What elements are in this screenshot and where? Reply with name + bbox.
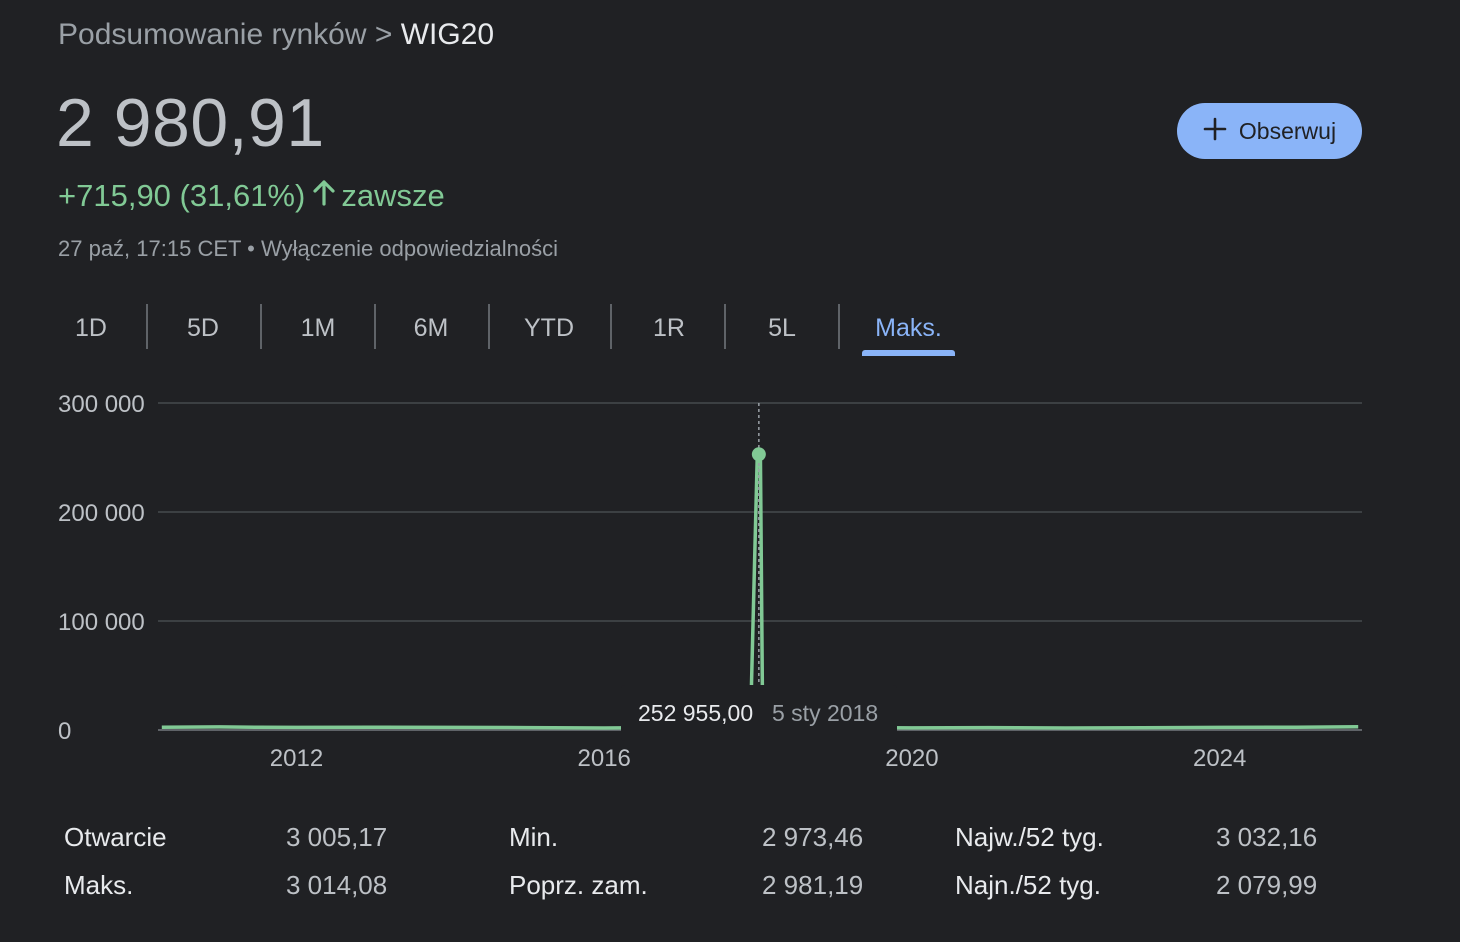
tab-1d[interactable]: 1D (58, 300, 124, 356)
stat-label-low: Min. (509, 822, 559, 852)
tab-divider (724, 304, 726, 349)
tooltip-date: 5 sty 2018 (772, 700, 878, 726)
stat-value-52w-high: 3 032,16 (1216, 822, 1318, 852)
stat-value-prev-close: 2 981,19 (762, 870, 864, 900)
tab-label: 1R (653, 313, 685, 342)
tooltip-box (621, 685, 897, 741)
breadcrumb-separator: > (374, 18, 393, 51)
tab-label: Maks. (875, 313, 942, 342)
stat-label-prev-close: Poprz. zam. (509, 870, 648, 900)
tab-5d[interactable]: 5D (170, 300, 236, 356)
stat-label-52w-high: Najw./52 tyg. (955, 822, 1104, 852)
plus-icon (1203, 113, 1227, 147)
x-tick-label: 2016 (578, 745, 631, 772)
follow-button-label: Obserwuj (1238, 117, 1337, 144)
y-tick-label: 100 000 (58, 609, 145, 636)
x-tick-label: 2020 (885, 745, 938, 772)
tab-max[interactable]: Maks. (862, 300, 955, 356)
stat-value-open: 3 005,17 (286, 822, 388, 852)
current-price: 2 980,91 (56, 85, 325, 161)
tab-label: 6M (413, 313, 449, 342)
stat-label-high: Maks. (64, 870, 134, 900)
stat-value-high: 3 014,08 (286, 870, 388, 900)
tab-label: 5D (187, 313, 219, 342)
tab-label: 5L (768, 313, 796, 342)
tooltip-value: 252 955,00 (638, 700, 753, 726)
stat-value-low: 2 973,46 (762, 822, 864, 852)
tab-divider (374, 304, 376, 349)
breadcrumb-current: WIG20 (400, 18, 495, 51)
tab-label: 1D (75, 313, 107, 342)
tab-divider (610, 304, 612, 349)
meta-separator: • (247, 236, 255, 261)
arrow-up-icon (313, 178, 335, 214)
breadcrumb-parent-link[interactable]: Podsumowanie rynków (58, 18, 367, 51)
disclaimer-link[interactable]: Wyłączenie odpowiedzialności (261, 236, 558, 261)
y-tick-label: 0 (58, 718, 71, 745)
price-change: +715,90 (31,61%) zawsze (58, 178, 445, 214)
follow-button[interactable]: Obserwuj (1177, 103, 1362, 159)
tab-divider (146, 304, 148, 349)
x-tick-label: 2012 (270, 745, 323, 772)
tab-label: YTD (524, 313, 574, 342)
tab-divider (260, 304, 262, 349)
stat-label-open: Otwarcie (64, 822, 167, 852)
tab-5l[interactable]: 5L (750, 300, 814, 356)
stat-label-52w-low: Najn./52 tyg. (955, 870, 1101, 900)
breadcrumb: Podsumowanie rynków > WIG20 (58, 18, 494, 52)
y-tick-label: 200 000 (58, 500, 145, 527)
x-tick-label: 2024 (1193, 745, 1246, 772)
tab-divider (488, 304, 490, 349)
stats-table: Otwarcie 3 005,17 Maks. 3 014,08 Min. 2 … (0, 810, 1460, 920)
price-change-value: +715,90 (31,61%) (58, 178, 306, 213)
price-change-period: zawsze (341, 178, 445, 213)
quote-meta: 27 paź, 17:15 CET • Wyłączenie odpowiedz… (58, 236, 558, 262)
active-tab-indicator (862, 350, 955, 356)
quote-timestamp: 27 paź, 17:15 CET (58, 236, 242, 261)
tab-1r[interactable]: 1R (636, 300, 702, 356)
tab-6m[interactable]: 6M (398, 300, 464, 356)
time-range-tabs: 1D 5D 1M 6M YTD 1R 5L Maks. (58, 300, 978, 360)
y-tick-label: 300 000 (58, 391, 145, 418)
tab-divider (838, 304, 840, 349)
tab-ytd[interactable]: YTD (510, 300, 588, 356)
tab-1m[interactable]: 1M (284, 300, 352, 356)
hover-point (751, 447, 766, 462)
tab-label: 1M (300, 313, 336, 342)
stat-value-52w-low: 2 079,99 (1216, 870, 1318, 900)
